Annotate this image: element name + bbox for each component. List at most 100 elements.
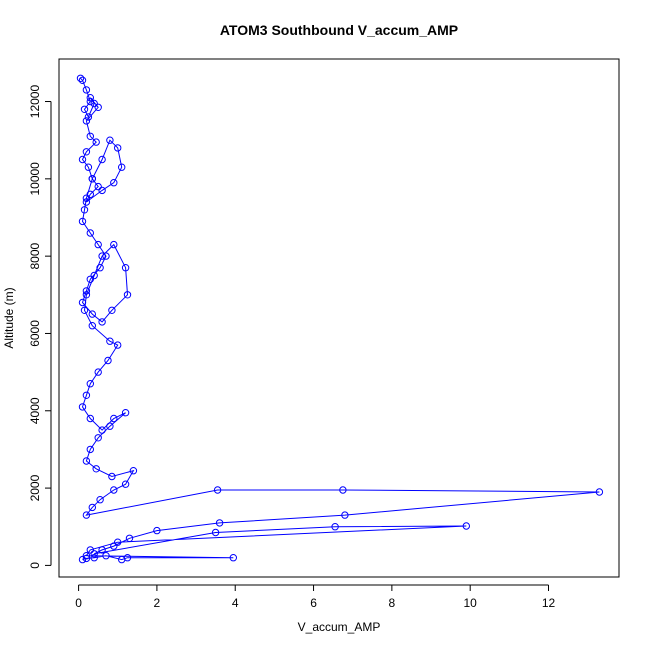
data-point: [94, 368, 102, 376]
data-point: [121, 480, 130, 488]
x-tick-label: 0: [75, 596, 82, 610]
data-point: [88, 503, 97, 512]
y-tick-label: 2000: [28, 474, 42, 501]
data-point: [82, 86, 91, 94]
data-point: [125, 534, 134, 542]
data-point: [86, 229, 95, 237]
data-point: [86, 275, 95, 283]
data-point: [82, 511, 91, 519]
data-point: [86, 132, 95, 141]
y-tick-label: 8000: [28, 242, 42, 269]
data-point: [462, 522, 470, 530]
y-tick-label: 6000: [28, 320, 42, 347]
data-point: [86, 414, 95, 423]
data-point: [108, 472, 116, 481]
data-point: [110, 179, 118, 187]
data-point: [106, 337, 114, 345]
data-point: [80, 306, 89, 314]
data-point: [98, 155, 106, 164]
data-point: [114, 538, 122, 546]
data-point: [94, 182, 102, 191]
data-point: [110, 486, 118, 494]
data-point: [78, 217, 87, 226]
data-point: [82, 287, 91, 295]
data-point: [102, 252, 110, 260]
data-point: [92, 138, 100, 146]
data-point: [341, 511, 349, 519]
data-point: [88, 322, 97, 330]
data-point: [129, 467, 138, 475]
x-tick-label: 6: [310, 596, 317, 610]
x-axis: 0 2 4 6 8 10 12: [75, 584, 556, 610]
x-tick-label: 8: [389, 596, 396, 610]
data-point: [98, 426, 106, 434]
data-point: [98, 252, 106, 260]
data-point: [106, 422, 114, 430]
data-point: [595, 488, 604, 496]
data-point: [90, 271, 98, 280]
plot-area: [58, 58, 620, 578]
y-tick-label: 4000: [28, 397, 42, 424]
data-point: [110, 542, 118, 550]
data-point: [108, 306, 116, 314]
data-point: [94, 103, 102, 112]
data-point: [92, 465, 100, 473]
data-point: [98, 546, 106, 554]
data-point: [82, 457, 91, 465]
data-point: [90, 554, 98, 562]
data-point: [114, 144, 122, 152]
y-tick-label: 0: [28, 562, 42, 569]
data-point: [229, 554, 238, 562]
data-point: [106, 136, 114, 144]
data-point: [86, 190, 95, 199]
data-point: [86, 97, 95, 106]
data-point: [96, 264, 104, 272]
data-point: [82, 291, 91, 299]
data-point: [98, 186, 106, 195]
data-point: [86, 380, 95, 388]
series-layer: [76, 74, 604, 564]
x-tick-label: 10: [464, 596, 478, 610]
data-point: [90, 99, 98, 108]
y-axis: 0 2000 4000 6000 8000 10000 12000: [28, 85, 52, 569]
data-point: [88, 175, 97, 183]
data-point: [80, 105, 89, 114]
data-point: [123, 291, 132, 299]
data-point: [331, 523, 339, 531]
data-point: [94, 240, 102, 249]
data-point: [121, 264, 130, 272]
data-point: [78, 555, 87, 564]
data-point: [86, 445, 95, 454]
x-tick-label: 2: [154, 596, 161, 610]
data-point: [78, 298, 87, 307]
data-point: [82, 148, 91, 156]
data-point: [90, 550, 98, 558]
y-axis-label: Altitude (m): [2, 287, 16, 348]
data-point: [82, 552, 91, 560]
data-point: [102, 552, 110, 560]
data-point: [213, 486, 222, 494]
data-point: [88, 310, 97, 318]
data-point: [82, 391, 91, 399]
data-point: [78, 403, 87, 411]
data-point: [76, 74, 85, 83]
data-point: [82, 117, 91, 125]
data-point: [80, 206, 89, 214]
data-point: [110, 414, 118, 423]
data-point: [114, 341, 122, 349]
data-point: [82, 554, 91, 563]
x-tick-label: 4: [232, 596, 239, 610]
data-point: [153, 526, 161, 535]
data-point: [86, 546, 95, 554]
chart-title: ATOM3 Southbound V_accum_AMP: [220, 22, 458, 38]
data-point: [211, 528, 220, 537]
data-point: [118, 555, 126, 564]
data-point: [82, 198, 91, 206]
x-tick-label: 12: [542, 596, 556, 610]
data-point: [98, 318, 106, 326]
data-point: [78, 76, 87, 85]
data-point: [86, 94, 95, 102]
data-point: [96, 496, 104, 504]
data-point: [78, 155, 87, 164]
